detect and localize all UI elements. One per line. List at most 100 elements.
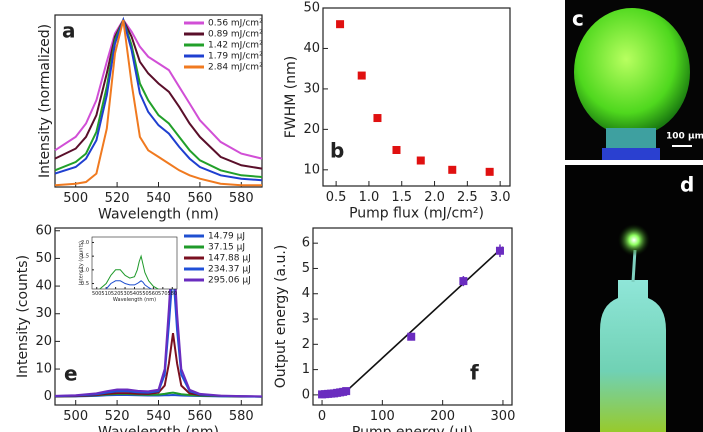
- inset-line: [105, 280, 153, 289]
- y-axis-label: Output energy (a.u.): [273, 245, 289, 389]
- point: [495, 246, 504, 255]
- x-tick-label: 560: [187, 409, 212, 424]
- panel-label: e: [64, 362, 78, 386]
- series-line: [54, 18, 263, 160]
- legend-label: 1.79 mJ/cm²: [208, 52, 263, 62]
- y-axis-label: Intensity (counts): [15, 255, 31, 378]
- legend-label: 1.42 mJ/cm²: [208, 41, 263, 51]
- y-tick-label: 60: [35, 223, 52, 238]
- x-tick-label: 3.0: [490, 190, 511, 205]
- point: [336, 20, 345, 29]
- point: [357, 71, 366, 80]
- y-axis-label: FWHM (nm): [283, 56, 299, 138]
- panel-label: f: [470, 361, 479, 385]
- inset-lines: [99, 254, 160, 289]
- microbulb: [574, 8, 690, 136]
- y-tick-label: 0: [44, 389, 52, 404]
- legend-label: 14.79 μJ: [208, 232, 245, 242]
- emission-spot: [618, 224, 650, 256]
- y-tick-label: 20: [35, 334, 52, 349]
- point: [448, 165, 457, 174]
- y-tick-label: 10: [303, 162, 320, 177]
- y-axis-label: Intensity (normalized): [37, 24, 53, 178]
- x-axis-label: Pump flux (mJ/cm²): [349, 205, 484, 221]
- x-tick-label: 570: [158, 291, 168, 297]
- legend-label: 147.88 μJ: [208, 254, 251, 264]
- x-tick-label: 520: [105, 409, 130, 424]
- x-tick-label: 1.5: [391, 190, 412, 205]
- y-tick-label: 1.0: [81, 267, 89, 273]
- x-tick-label: 520: [111, 291, 121, 297]
- x-tick-label: 100: [370, 409, 395, 424]
- y-tick-label: 10: [35, 362, 52, 377]
- y-tick-label: 0: [302, 387, 310, 402]
- x-tick-label: 580: [229, 191, 254, 206]
- panel-label: b: [330, 139, 344, 163]
- x-tick-label: 580: [229, 409, 254, 424]
- plot-frame: [312, 227, 513, 406]
- panel-label: c: [572, 7, 584, 31]
- x-tick-label: 0: [318, 409, 326, 424]
- y-tick-label: 30: [303, 81, 320, 96]
- point: [407, 332, 416, 341]
- y-tick-label: 50: [303, 1, 320, 16]
- x-tick-label: 500: [63, 191, 88, 206]
- x-tick-label: 0.5: [326, 190, 347, 205]
- legend-label: 37.15 μJ: [208, 243, 245, 253]
- legend-label: 2.84 mJ/cm²: [208, 63, 263, 73]
- y-tick-label: 1: [302, 362, 310, 377]
- legend-label: 0.56 mJ/cm²: [208, 19, 263, 29]
- legend-label: 0.89 mJ/cm²: [208, 30, 263, 40]
- x-axis-label: Pump energy (μJ): [352, 424, 473, 432]
- scale-bar-label: 100 μm: [666, 132, 703, 142]
- y-tick-label: 20: [303, 122, 320, 137]
- x-axis-label: Wavelength (nm): [113, 297, 156, 303]
- fit-line: [344, 246, 504, 393]
- bulb-base: [602, 148, 660, 160]
- y-tick-label: 6: [302, 236, 310, 251]
- photo-d: d: [565, 165, 703, 432]
- y-tick-label: 2: [302, 337, 310, 352]
- panel-label: d: [680, 173, 694, 197]
- y-tick-label: 5: [302, 261, 310, 276]
- point: [342, 387, 351, 396]
- x-tick-label: 500: [92, 291, 102, 297]
- legend-label: 234.37 μJ: [208, 265, 251, 275]
- x-tick-label: 200: [430, 409, 455, 424]
- y-tick-label: 0.5: [81, 281, 89, 287]
- point: [416, 156, 425, 165]
- y-axis-label: Intensity (counts): [79, 241, 85, 285]
- panel-label: a: [62, 19, 76, 43]
- x-tick-label: 540: [146, 191, 171, 206]
- point: [373, 114, 382, 123]
- point: [459, 277, 468, 286]
- plot-frame: [322, 7, 511, 187]
- series-line: [54, 239, 263, 398]
- x-tick-label: 2.0: [424, 190, 445, 205]
- x-tick-label: 550: [139, 291, 149, 297]
- photo-c: 100 μm c: [565, 0, 703, 160]
- x-tick-label: 2.5: [457, 190, 478, 205]
- y-tick-label: 40: [35, 279, 52, 294]
- y-tick-label: 4: [302, 286, 310, 301]
- x-axis-label: Wavelength (nm): [98, 424, 219, 432]
- x-axis-label: Wavelength (nm): [98, 206, 219, 222]
- x-tick-label: 300: [491, 409, 516, 424]
- point: [392, 145, 401, 154]
- series-line: [54, 19, 262, 187]
- y-tick-label: 50: [35, 251, 52, 266]
- series-line: [54, 17, 263, 178]
- x-tick-label: 580: [168, 291, 178, 297]
- x-tick-label: 540: [130, 291, 140, 297]
- x-tick-label: 520: [105, 191, 130, 206]
- legend-label: 295.06 μJ: [208, 276, 251, 286]
- point: [485, 167, 494, 176]
- inset-line: [99, 254, 160, 289]
- y-tick-label: 40: [303, 41, 320, 56]
- x-tick-label: 500: [63, 409, 88, 424]
- y-tick-label: 2.0: [81, 240, 89, 246]
- x-tick-label: 540: [146, 409, 171, 424]
- inset-bg: [92, 237, 177, 289]
- y-tick-label: 30: [35, 306, 52, 321]
